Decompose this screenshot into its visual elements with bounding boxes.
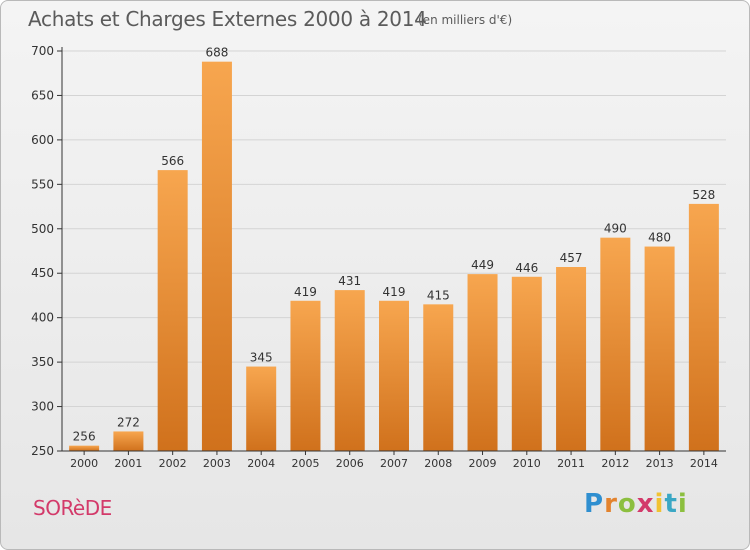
bar [113, 431, 144, 451]
x-tick-label: 2008 [424, 457, 452, 470]
x-tick-label: 2006 [336, 457, 364, 470]
logo-letter: r [604, 489, 618, 519]
logo-letter: t [664, 489, 678, 519]
bar [69, 445, 100, 451]
y-tick-label: 300 [31, 400, 54, 414]
bar-value-label: 457 [560, 251, 583, 265]
bar [423, 304, 454, 451]
logo-letter: i [654, 489, 665, 519]
bar-value-label: 446 [515, 261, 538, 275]
chart-subtitle: (en milliers d'€) [418, 13, 513, 27]
bar-value-label: 480 [648, 231, 671, 245]
bar-value-label: 688 [205, 46, 228, 60]
bar [246, 366, 277, 451]
x-tick-label: 2005 [291, 457, 319, 470]
logo-letter: x [636, 489, 655, 519]
y-tick-label: 500 [31, 222, 54, 236]
y-tick-label: 450 [31, 266, 54, 280]
bar [379, 300, 409, 451]
chart-title: Achats et Charges Externes 2000 à 2014 [28, 7, 427, 31]
x-tick-label: 2014 [690, 457, 718, 470]
bar [688, 203, 719, 451]
bar [644, 246, 675, 451]
x-tick-label: 2011 [557, 457, 585, 470]
bar-value-label: 345 [250, 351, 273, 365]
y-tick-label: 550 [31, 177, 54, 191]
bar [334, 290, 365, 451]
bar-value-label: 431 [338, 274, 361, 288]
bar-value-label: 528 [692, 188, 715, 202]
bar [600, 237, 631, 451]
bar-value-label: 415 [427, 288, 450, 302]
logo-letter: o [617, 489, 637, 519]
y-tick-label: 700 [31, 44, 54, 58]
bar [467, 274, 498, 451]
bar [556, 267, 587, 451]
x-tick-label: 2012 [601, 457, 629, 470]
bar-value-label: 566 [161, 154, 184, 168]
y-tick-label: 650 [31, 88, 54, 102]
logo-letter: i [677, 489, 688, 519]
x-tick-label: 2002 [159, 457, 187, 470]
x-tick-label: 2010 [513, 457, 541, 470]
y-tick-label: 600 [31, 133, 54, 147]
x-tick-label: 2000 [70, 457, 98, 470]
axes [57, 47, 726, 455]
bar-value-label: 419 [294, 285, 317, 299]
x-tick-label: 2004 [247, 457, 275, 470]
y-tick-label: 350 [31, 355, 54, 369]
bar-value-label: 272 [117, 415, 140, 429]
bar-value-label: 449 [471, 258, 494, 272]
bar [290, 300, 321, 451]
bar-value-label: 490 [604, 222, 627, 236]
x-tick-label: 2007 [380, 457, 408, 470]
proxiti-logo: Proxiti [584, 489, 688, 519]
x-tick-label: 2003 [203, 457, 231, 470]
bar-value-label: 256 [73, 430, 96, 444]
tick-labels: 250 300 350 400 450 500 550 600 650 700 256 2000 272… [31, 44, 718, 470]
x-tick-label: 2009 [469, 457, 497, 470]
bar [157, 170, 188, 451]
y-tick-label: 250 [31, 444, 54, 458]
bar-value-label: 419 [383, 285, 406, 299]
bar [201, 61, 232, 452]
y-tick-label: 400 [31, 311, 54, 325]
bar [511, 276, 542, 451]
x-tick-label: 2013 [646, 457, 674, 470]
bars [69, 61, 719, 452]
x-tick-label: 2001 [114, 457, 142, 470]
logo-letter: P [584, 489, 605, 519]
commune-name: SORèDE [33, 496, 112, 520]
